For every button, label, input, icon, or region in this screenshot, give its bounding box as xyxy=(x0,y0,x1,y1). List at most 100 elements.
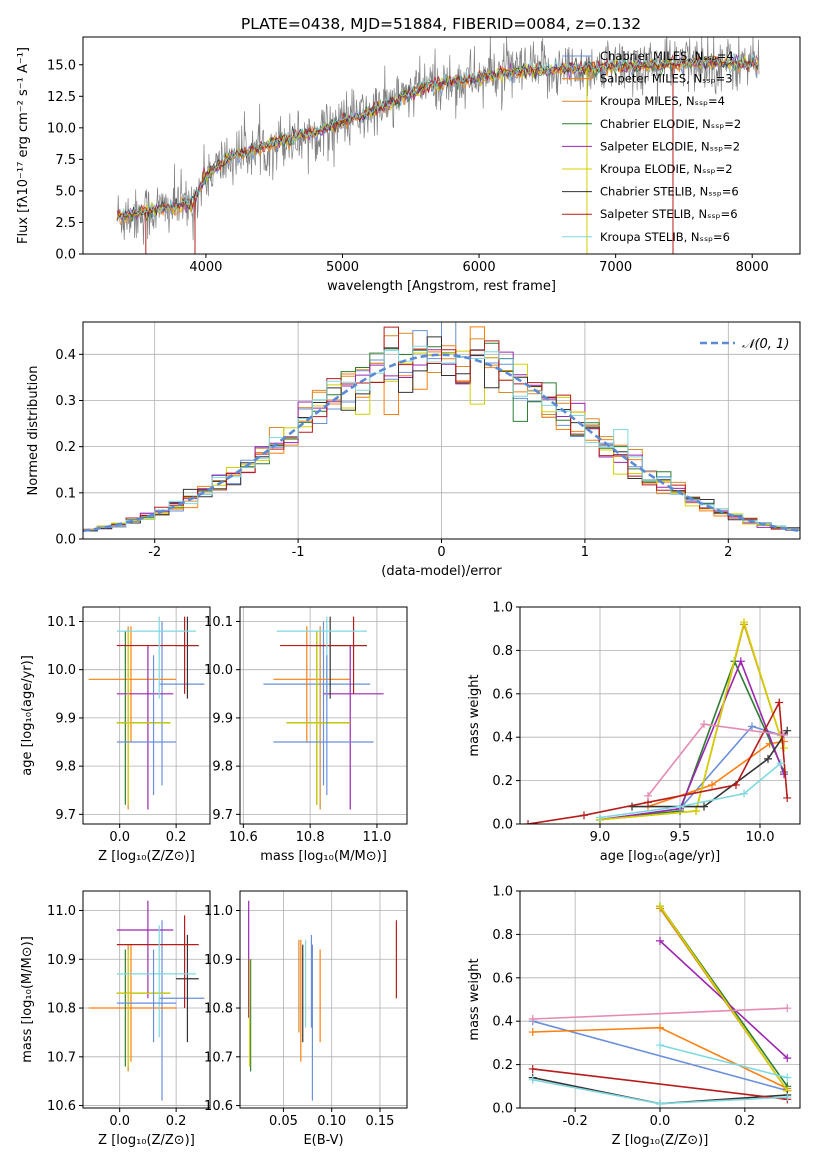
axes-frame xyxy=(82,36,801,255)
y-tick-label: 9.9 xyxy=(212,711,233,726)
y-tick-label: 2.5 xyxy=(55,216,76,231)
weight-marker xyxy=(783,1054,792,1063)
model-spectrum-line-9 xyxy=(116,53,758,220)
weight-line-8 xyxy=(532,1068,788,1101)
plot-area xyxy=(524,618,792,824)
x-tick-label: 4000 xyxy=(189,260,222,275)
y-tick-label: 0.6 xyxy=(492,971,513,986)
y-tick-label: 10.9 xyxy=(204,953,233,968)
weight-marker xyxy=(775,698,784,707)
weight-marker xyxy=(596,813,604,822)
plot-area xyxy=(88,616,205,810)
weight-line-7 xyxy=(632,730,788,808)
weight-line-5 xyxy=(599,659,785,821)
weight-marker xyxy=(692,806,700,815)
y-tick-label: 10.0 xyxy=(47,121,76,136)
weight-line-9 xyxy=(599,762,782,819)
x-tick-label: -1 xyxy=(292,545,305,560)
page-title: PLATE=0438, MJD=51884, FIBERID=0084, z=0… xyxy=(241,15,641,33)
y-tick-label: 5.0 xyxy=(55,184,76,199)
residual-histogram-9 xyxy=(83,345,800,531)
y-tick-label: 10.8 xyxy=(47,1002,76,1017)
x-tick-label: 0.0 xyxy=(650,1114,671,1129)
y-tick-label: 0.2 xyxy=(55,440,76,455)
x-tick-label: 11.0 xyxy=(362,830,391,845)
y-tick-label: 10.0 xyxy=(204,663,233,678)
y-axis-label: mass [log₁₀(M/M⊙)] xyxy=(20,936,35,1063)
y-tick-label: 9.7 xyxy=(55,808,76,823)
residual-histogram-panel: 𝒩(0, 1) -2 -1 0 1 2 0.0 0.1 0.2 0.3 0.4 (data-model… xyxy=(26,321,801,579)
spectrum-panel: Chabrier MILES, Nₛₛₚ=4 Salpeter MILES, Nₛ… xyxy=(16,36,801,294)
weight-marker xyxy=(528,1028,537,1037)
x-tick-label: 6000 xyxy=(463,260,496,275)
y-tick-label: 10.6 xyxy=(47,1099,76,1114)
y-tick-label: 0.0 xyxy=(492,818,513,833)
y-tick-label: 0.4 xyxy=(492,731,513,746)
x-axis-label: Z [log₁₀(Z/Z⊙)] xyxy=(612,1133,709,1148)
axes-frame xyxy=(82,890,211,1109)
y-tick-label: 0.0 xyxy=(55,248,76,263)
y-tick-label: 10.1 xyxy=(47,615,76,630)
weight-marker xyxy=(656,936,664,945)
mass-vs-metallicity-panel: 0.0 0.2 10.6 10.7 10.8 10.9 11.0 Z [log₁₀(Z/Z⊙)… xyxy=(20,890,211,1148)
x-tick-label: 0.05 xyxy=(269,1114,298,1129)
x-tick-label: 7000 xyxy=(599,260,632,275)
weight-marker xyxy=(783,726,792,735)
y-tick-label: 9.8 xyxy=(212,760,233,775)
weight-marker xyxy=(740,789,748,798)
legend-entry: Salpeter MILES, Nₛₛₚ=3 xyxy=(600,72,733,86)
y-tick-label: 1.0 xyxy=(492,601,513,616)
y-axis-label: mass weight xyxy=(467,958,482,1040)
mass-weight-vs-age-panel: 9.0 9.5 10.0 0.0 0.2 0.4 0.6 0.8 1.0 age [log₁₀(a… xyxy=(467,601,801,864)
weight-marker xyxy=(644,791,652,800)
x-axis-label: E(B-V) xyxy=(303,1133,343,1148)
y-tick-label: 10.7 xyxy=(47,1050,76,1065)
legend-entry: Kroupa STELIB, Nₛₛₚ=6 xyxy=(600,230,730,244)
age-vs-metallicity-panel: 0.0 0.2 9.7 9.8 9.9 10.0 10.1 Z [log₁₀(Z/Z⊙)] ag… xyxy=(20,606,211,864)
weight-marker xyxy=(700,720,708,729)
y-tick-label: 10.7 xyxy=(204,1050,233,1065)
y-tick-label: 9.8 xyxy=(55,760,76,775)
x-tick-label: 9.5 xyxy=(670,830,691,845)
y-axis-label: mass weight xyxy=(467,674,482,756)
weight-marker xyxy=(780,731,788,740)
y-tick-label: 0.3 xyxy=(55,394,76,409)
x-tick-label: 5000 xyxy=(326,260,359,275)
plot-area xyxy=(263,616,384,810)
x-tick-label: 10.0 xyxy=(746,830,775,845)
x-tick-label: 0.2 xyxy=(166,1114,187,1129)
weight-marker xyxy=(528,1064,537,1073)
x-tick-label: 10.6 xyxy=(229,830,258,845)
weight-marker xyxy=(783,793,792,802)
legend-entry: Chabrier MILES, Nₛₛₚ=4 xyxy=(600,49,734,63)
y-tick-label: 9.9 xyxy=(55,711,76,726)
normal-reference-curve xyxy=(83,353,800,533)
weight-marker xyxy=(676,802,684,811)
x-tick-label: 0.2 xyxy=(166,830,187,845)
y-tick-label: 10.1 xyxy=(204,615,233,630)
y-tick-label: 11.0 xyxy=(204,904,233,919)
axes-frame xyxy=(239,606,408,825)
plot-area xyxy=(248,900,397,1101)
weight-line-8 xyxy=(527,699,788,824)
weight-marker xyxy=(524,820,532,824)
weight-marker xyxy=(528,1075,537,1084)
x-tick-label: 1 xyxy=(581,545,589,560)
y-tick-label: 0.4 xyxy=(492,1015,513,1030)
weight-line-1 xyxy=(532,1020,788,1092)
weight-marker xyxy=(656,1099,664,1108)
y-tick-label: 0.0 xyxy=(55,533,76,548)
weight-marker xyxy=(776,759,785,768)
plot-area xyxy=(83,322,800,533)
legend-entry: Chabrier STELIB, Nₛₛₚ=6 xyxy=(600,185,739,199)
weight-marker xyxy=(580,811,588,820)
y-tick-label: 0.2 xyxy=(492,774,513,789)
residual-histogram-8 xyxy=(83,326,800,531)
weight-line-11 xyxy=(659,1044,788,1079)
x-axis-label: Z [log₁₀(Z/Z⊙)] xyxy=(98,1133,195,1148)
y-tick-label: 7.5 xyxy=(55,153,76,168)
legend-entry: Kroupa MILES, Nₛₛₚ=4 xyxy=(600,94,725,108)
weight-marker xyxy=(780,770,788,779)
x-tick-label: 9.0 xyxy=(590,830,611,845)
